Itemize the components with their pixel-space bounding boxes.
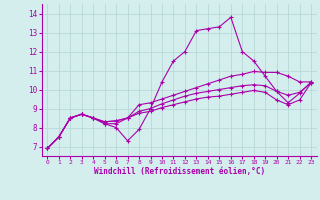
X-axis label: Windchill (Refroidissement éolien,°C): Windchill (Refroidissement éolien,°C): [94, 167, 265, 176]
